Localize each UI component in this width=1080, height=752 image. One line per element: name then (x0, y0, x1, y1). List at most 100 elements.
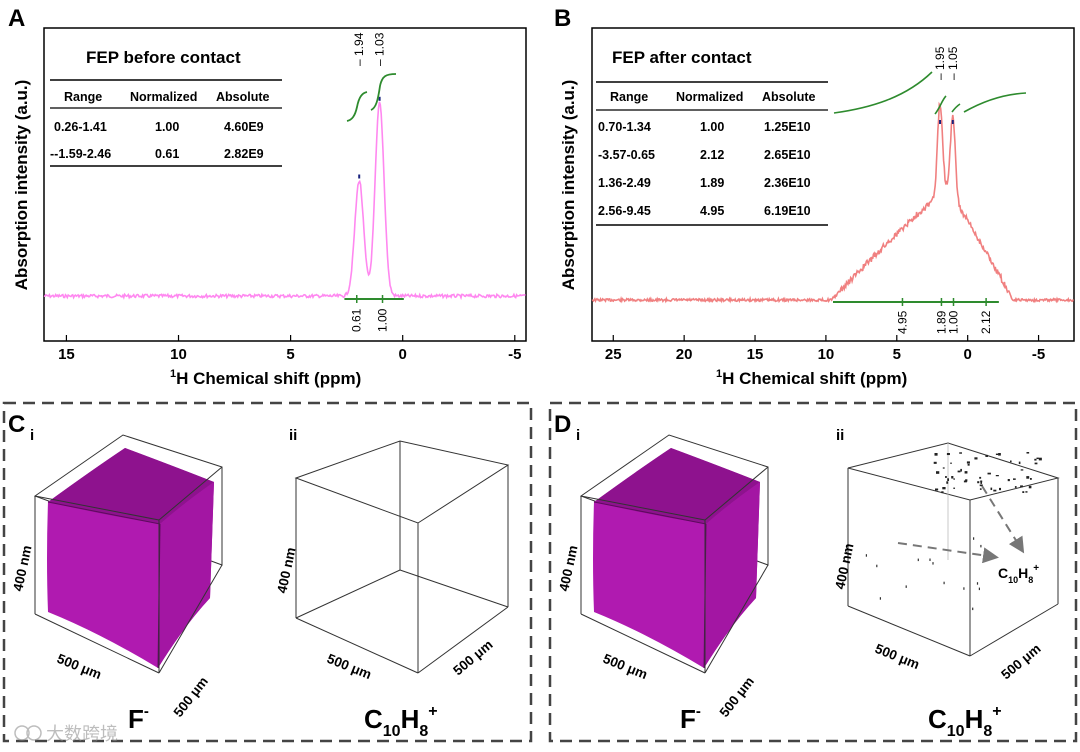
panel-d-i-label: F- (680, 703, 701, 734)
speck (946, 453, 950, 456)
integral-label: 2.12 (979, 310, 993, 334)
table-b-cell: 1.00 (700, 120, 724, 134)
watermark-logo-icon (14, 725, 30, 741)
panel-d-i-axis-y: 500 μm (717, 674, 757, 720)
table-b-cell: 2.36E10 (764, 176, 811, 190)
panel-d-dashed-frame (548, 401, 1078, 743)
table-a-header-range: Range (64, 90, 102, 104)
watermark-text: 大数跨境 (46, 724, 118, 745)
speck (980, 544, 982, 548)
panel-a-plot-frame (43, 27, 527, 342)
panel-a-title: FEP before contact (86, 48, 241, 67)
speck (1010, 460, 1012, 463)
panel-d-sub-ii: ii (836, 427, 844, 444)
speck (1022, 491, 1025, 493)
panel-a-x-axis-label: 1H Chemical shift (ppm) (170, 368, 361, 388)
integral-curve (951, 103, 961, 113)
table-a-cell: 0.61 (155, 147, 179, 161)
spectrum-line (591, 101, 1075, 304)
integral-curve (963, 92, 1027, 113)
speck (1018, 461, 1021, 465)
watermark: 大数跨境 (14, 724, 118, 745)
speck (1034, 458, 1037, 461)
x-tick-label: 0 (399, 346, 407, 363)
panel-c-ii-axis-x: 500 μm (325, 651, 374, 682)
speck (979, 488, 982, 490)
speck (987, 472, 991, 475)
speck (946, 481, 949, 484)
speck (998, 453, 1001, 456)
speck (1014, 486, 1017, 488)
panel-b-x-axis-label: 1H Chemical shift (ppm) (716, 368, 907, 388)
panel-a-x-axis: 15 10 5 0 -5 (58, 335, 521, 363)
panel-d-ii-axis-x: 500 μm (873, 641, 922, 672)
speck (972, 607, 974, 611)
speck (976, 582, 979, 585)
speck (979, 476, 982, 479)
integral-curve (370, 73, 397, 111)
panel-d-letter: D (554, 411, 571, 438)
speck (966, 461, 970, 464)
speck (965, 479, 968, 482)
panel-a-spectrum: – 1.94 – 1.03 0.61 1.00 (43, 32, 526, 332)
speck (876, 564, 878, 568)
panel-d-ii-axis-z: 400 nm (832, 542, 856, 591)
speck (879, 597, 881, 600)
panel-c: C i ii 400 nm 500 μm 500 μm F- (2, 401, 533, 743)
panel-d-ii-axis-y: 500 μm (998, 641, 1043, 682)
speck (977, 481, 980, 484)
panel-c-sub-i: i (30, 427, 34, 444)
speck (1030, 478, 1032, 480)
speck (964, 471, 968, 474)
table-b-cell: 2.56-9.45 (598, 204, 651, 218)
panel-c-letter: C (8, 411, 25, 438)
panel-b-x-axis: 25 20 15 10 5 0 -5 (605, 335, 1045, 363)
panel-c-i-label: F- (128, 703, 149, 734)
speck (947, 478, 950, 481)
panel-d-fluoride-cube (579, 434, 769, 674)
speck (934, 453, 938, 456)
speck (905, 585, 907, 588)
x-tick-label: -5 (1032, 346, 1045, 363)
speck (1013, 478, 1016, 480)
panel-b-y-axis-label: Absorption intensity (a.u.) (559, 80, 578, 291)
integral-label: 0.61 (350, 308, 364, 332)
table-b-cell: 2.65E10 (764, 148, 811, 162)
integral-curve (934, 95, 947, 115)
speck (1038, 457, 1042, 461)
speck (980, 480, 983, 483)
speck (995, 475, 999, 477)
x-tick-label: 25 (605, 346, 622, 363)
x-tick-label: 10 (818, 346, 835, 363)
panel-b-letter: B (554, 5, 571, 32)
speck (1025, 491, 1028, 493)
panel-d-c10h8-cube (847, 442, 1060, 657)
table-b-cell: -3.57-0.65 (598, 148, 655, 162)
speck (973, 537, 975, 540)
integral-label: 1.89 (934, 310, 948, 334)
spectrum-line (43, 101, 526, 301)
speck (974, 457, 978, 460)
speck (1036, 457, 1039, 460)
panel-c-i-axis-y: 500 μm (171, 674, 211, 720)
panel-c-i-axis-x: 500 μm (55, 651, 104, 682)
speck (960, 468, 962, 472)
panel-c-sub-ii: ii (289, 427, 297, 444)
table-a-cell: 4.60E9 (224, 120, 264, 134)
speck (1026, 452, 1030, 454)
panel-d-sub-i: i (576, 427, 580, 444)
speck (957, 470, 961, 473)
panel-d: D i ii 400 nm 500 μm 500 μm F- (548, 401, 1078, 743)
c10h8-signal-specks (865, 452, 1042, 611)
speck (1026, 476, 1030, 479)
integral-label: 1.00 (376, 308, 390, 332)
x-tick-label: 0 (964, 346, 972, 363)
table-a-cell: 2.82E9 (224, 147, 264, 161)
table-b-header-normalized: Normalized (676, 90, 743, 104)
speck (980, 481, 983, 484)
panel-c-dashed-frame (2, 401, 533, 743)
x-tick-label: 15 (747, 346, 764, 363)
panel-c-ii-label: C10H8+ (364, 703, 438, 740)
panel-d-ii-label: C10H8+ (928, 703, 1002, 740)
speck (945, 476, 947, 478)
